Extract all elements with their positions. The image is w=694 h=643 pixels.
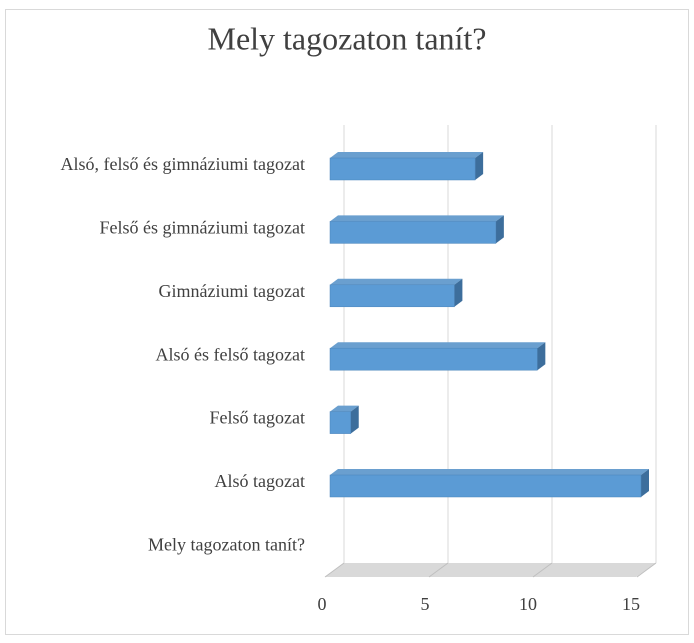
x-tick-label: 5 xyxy=(421,594,430,614)
bar-front xyxy=(329,221,497,244)
bar-side xyxy=(475,152,484,180)
bar-front xyxy=(329,157,476,181)
bar-top xyxy=(330,215,504,222)
bar-side xyxy=(454,278,463,307)
bar xyxy=(329,278,463,308)
x-tick-label: 15 xyxy=(622,594,640,614)
bar-top xyxy=(330,405,359,412)
bar-front xyxy=(329,284,455,308)
bar-front xyxy=(329,347,538,371)
bar-top xyxy=(330,152,484,158)
y-tick-label: Alsó, felső és gimnáziumi tagozat xyxy=(61,154,305,174)
bar-side xyxy=(537,342,546,371)
floor xyxy=(325,563,656,577)
floor-grid xyxy=(428,562,449,578)
y-tick-label: Mely tagozaton tanít? xyxy=(148,535,305,555)
bar-side xyxy=(641,469,649,497)
x-tick-label: 10 xyxy=(519,594,537,614)
bar-front xyxy=(329,474,642,498)
y-tick-label: Alsó tagozat xyxy=(215,471,305,491)
bar-side xyxy=(350,405,359,434)
y-tick-label: Felső tagozat xyxy=(210,408,305,428)
chart-title: Mely tagozaton tanít? xyxy=(207,20,486,56)
bar-front xyxy=(329,411,351,434)
bar-top xyxy=(330,342,546,349)
y-tick-label: Gimnáziumi tagozat xyxy=(159,281,305,301)
bar xyxy=(329,342,546,371)
floor-grid xyxy=(532,562,553,578)
bar-side xyxy=(495,215,504,244)
floor-grid xyxy=(324,562,345,578)
y-tick-label: Felső és gimnáziumi tagozat xyxy=(100,218,305,238)
chart-border xyxy=(5,9,689,635)
bar-top xyxy=(330,278,463,285)
bar-top xyxy=(330,469,649,475)
y-tick-label: Alsó és felső tagozat xyxy=(156,344,305,364)
floor-grid xyxy=(636,562,657,578)
bar xyxy=(329,469,649,498)
bar xyxy=(329,152,484,181)
bar xyxy=(329,215,504,244)
bar xyxy=(329,405,359,434)
x-tick-label: 0 xyxy=(318,594,327,614)
